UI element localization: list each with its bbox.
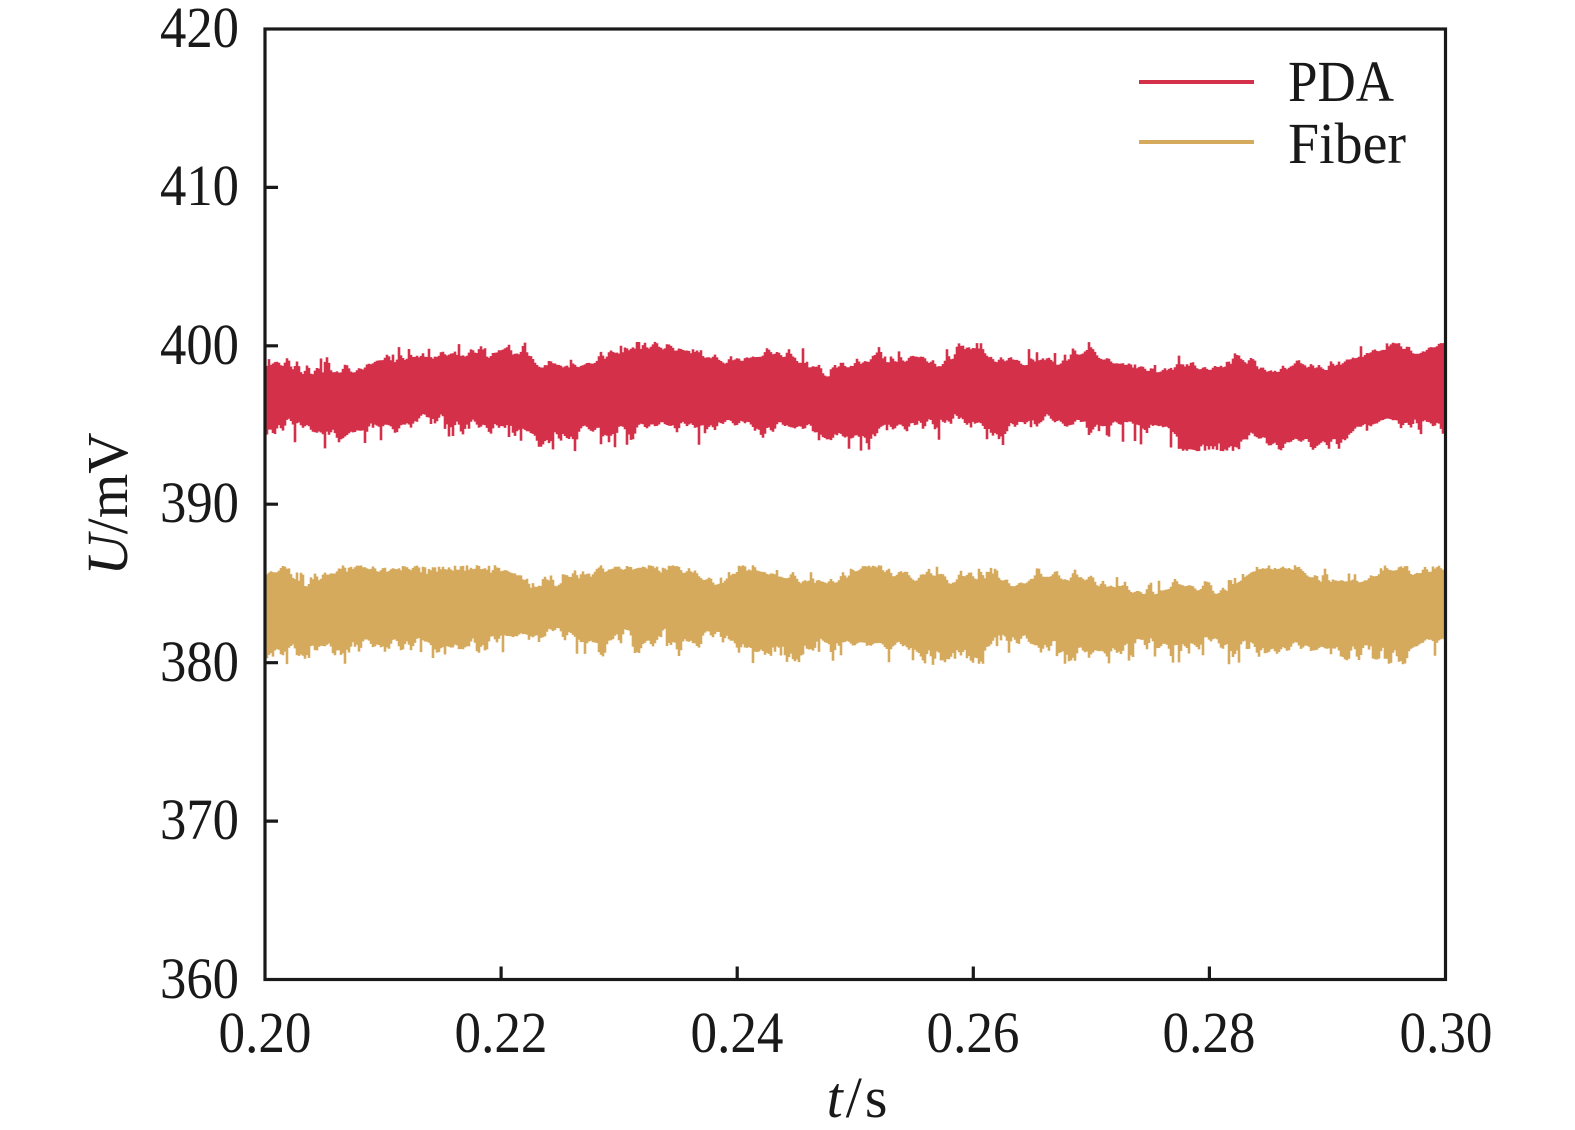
svg-text:380: 380 — [160, 629, 239, 694]
svg-text:t/s: t/s — [827, 1065, 888, 1130]
svg-text:U/mV: U/mV — [75, 432, 140, 575]
svg-text:400: 400 — [160, 312, 239, 377]
svg-text:420: 420 — [160, 0, 239, 60]
svg-text:370: 370 — [160, 787, 239, 852]
svg-text:0.20: 0.20 — [219, 1000, 312, 1065]
svg-text:0.24: 0.24 — [691, 1000, 784, 1065]
svg-text:PDA: PDA — [1288, 49, 1394, 114]
svg-text:0.30: 0.30 — [1400, 1000, 1493, 1065]
svg-text:0.28: 0.28 — [1163, 1000, 1256, 1065]
svg-text:390: 390 — [160, 470, 239, 535]
svg-text:360: 360 — [160, 946, 239, 1011]
svg-text:0.26: 0.26 — [927, 1000, 1020, 1065]
svg-text:410: 410 — [160, 153, 239, 218]
svg-text:Fiber: Fiber — [1288, 111, 1406, 176]
svg-text:0.22: 0.22 — [455, 1000, 548, 1065]
